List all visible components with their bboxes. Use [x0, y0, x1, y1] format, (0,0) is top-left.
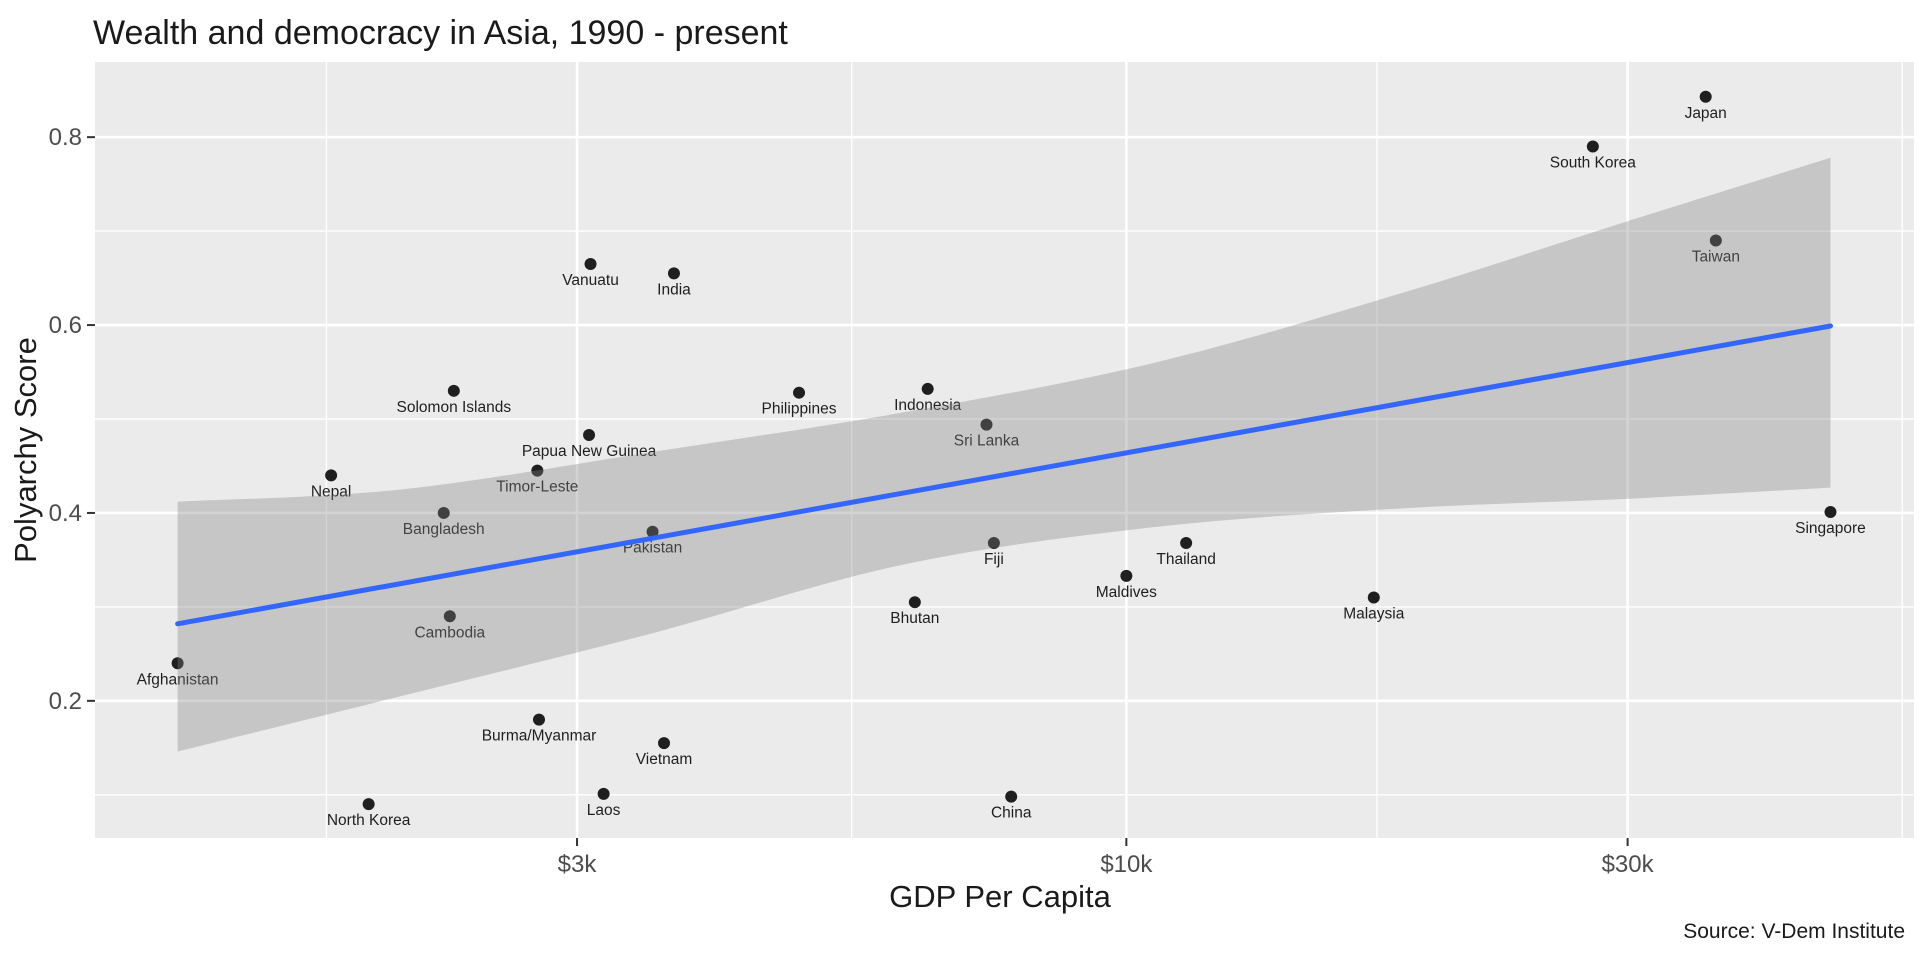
data-point-japan — [1699, 90, 1712, 103]
y-tick-label-0-2: 0.2 — [49, 688, 82, 715]
data-point-malaysia — [1367, 591, 1380, 604]
x-axis-title: GDP Per Capita — [889, 879, 1111, 914]
point-label-taiwan: Taiwan — [1692, 248, 1740, 265]
minor-gridlines — [95, 62, 1914, 838]
x-tick-label-30k: $30k — [1602, 851, 1655, 878]
point-label-burma-myanmar: Burma/Myanmar — [482, 728, 597, 745]
axis-ticks-layer: $3k $10k $30k 0.2 0.4 0.6 0.8 — [49, 124, 1655, 878]
data-point-nepal — [325, 469, 338, 482]
y-tick-label-0-8: 0.8 — [49, 124, 82, 151]
point-label-afghanistan: Afghanistan — [137, 671, 219, 688]
point-label-thailand: Thailand — [1156, 551, 1215, 568]
data-point-bangladesh — [437, 506, 450, 519]
point-label-india: India — [657, 281, 691, 298]
y-axis-title: Polyarchy Score — [8, 337, 43, 563]
data-point-china — [1005, 790, 1018, 803]
point-label-papua-new-guinea: Papua New Guinea — [522, 443, 657, 460]
data-point-papua-new-guinea — [583, 428, 596, 441]
data-point-south-korea — [1586, 140, 1599, 153]
data-point-solomon-islands — [447, 384, 460, 397]
point-label-nepal: Nepal — [311, 483, 352, 500]
data-point-indonesia — [921, 382, 934, 395]
data-point-bhutan — [908, 596, 921, 609]
data-point-pakistan — [646, 525, 659, 538]
data-point-maldives — [1120, 569, 1133, 582]
data-point-taiwan — [1709, 234, 1722, 247]
point-label-fiji: Fiji — [984, 551, 1004, 568]
y-tick-label-0-4: 0.4 — [49, 500, 82, 527]
data-point-cambodia — [443, 610, 456, 623]
trend-line-layer — [175, 323, 1833, 627]
x-tick-label-10k: $10k — [1100, 851, 1153, 878]
data-point-thailand — [1180, 537, 1193, 550]
point-label-pakistan: Pakistan — [623, 540, 682, 557]
major-gridlines — [95, 62, 1914, 838]
point-label-singapore: Singapore — [1795, 520, 1866, 537]
point-label-cambodia: Cambodia — [414, 624, 485, 641]
panel-background — [95, 62, 1914, 838]
data-point-india — [667, 267, 680, 280]
point-label-sri-lanka: Sri Lanka — [954, 433, 1020, 450]
data-point-afghanistan — [171, 657, 184, 670]
data-point-laos — [597, 787, 610, 800]
data-point-philippines — [793, 386, 806, 399]
point-label-china: China — [991, 805, 1032, 822]
data-point-sri-lanka — [980, 418, 993, 431]
data-point-burma-myanmar — [532, 713, 545, 726]
confidence-band — [177, 157, 1831, 752]
source-note: Source: V-Dem Institute — [1683, 920, 1905, 943]
point-label-japan: Japan — [1685, 105, 1727, 122]
data-point-vanuatu — [584, 257, 597, 270]
point-label-bhutan: Bhutan — [890, 610, 939, 627]
chart-title: Wealth and democracy in Asia, 1990 - pre… — [93, 14, 788, 52]
point-label-indonesia: Indonesia — [894, 397, 962, 414]
trend-line — [175, 323, 1833, 627]
data-point-north-korea — [362, 798, 375, 811]
point-label-timor-leste: Timor-Leste — [496, 479, 578, 496]
point-label-vietnam: Vietnam — [636, 751, 693, 768]
point-label-bangladesh: Bangladesh — [403, 521, 485, 538]
data-point-singapore — [1824, 506, 1837, 519]
confidence-band-layer — [177, 157, 1831, 752]
point-label-maldives: Maldives — [1096, 584, 1157, 601]
data-points-layer: Afghanistan North Korea Nepal Solomon Islan… — [137, 90, 1866, 829]
point-label-laos: Laos — [587, 802, 621, 819]
plot-panel — [95, 62, 1914, 838]
point-label-solomon-islands: Solomon Islands — [397, 399, 512, 416]
y-tick-label-0-6: 0.6 — [49, 312, 82, 339]
point-label-south-korea: South Korea — [1550, 155, 1637, 172]
point-label-vanuatu: Vanuatu — [562, 272, 619, 289]
point-label-north-korea: North Korea — [327, 812, 411, 829]
x-tick-label-3k: $3k — [558, 851, 598, 878]
point-label-malaysia: Malaysia — [1343, 605, 1405, 622]
point-label-philippines: Philippines — [762, 401, 837, 418]
data-point-vietnam — [658, 737, 671, 750]
data-point-timor-leste — [531, 464, 544, 477]
data-point-fiji — [987, 537, 1000, 550]
